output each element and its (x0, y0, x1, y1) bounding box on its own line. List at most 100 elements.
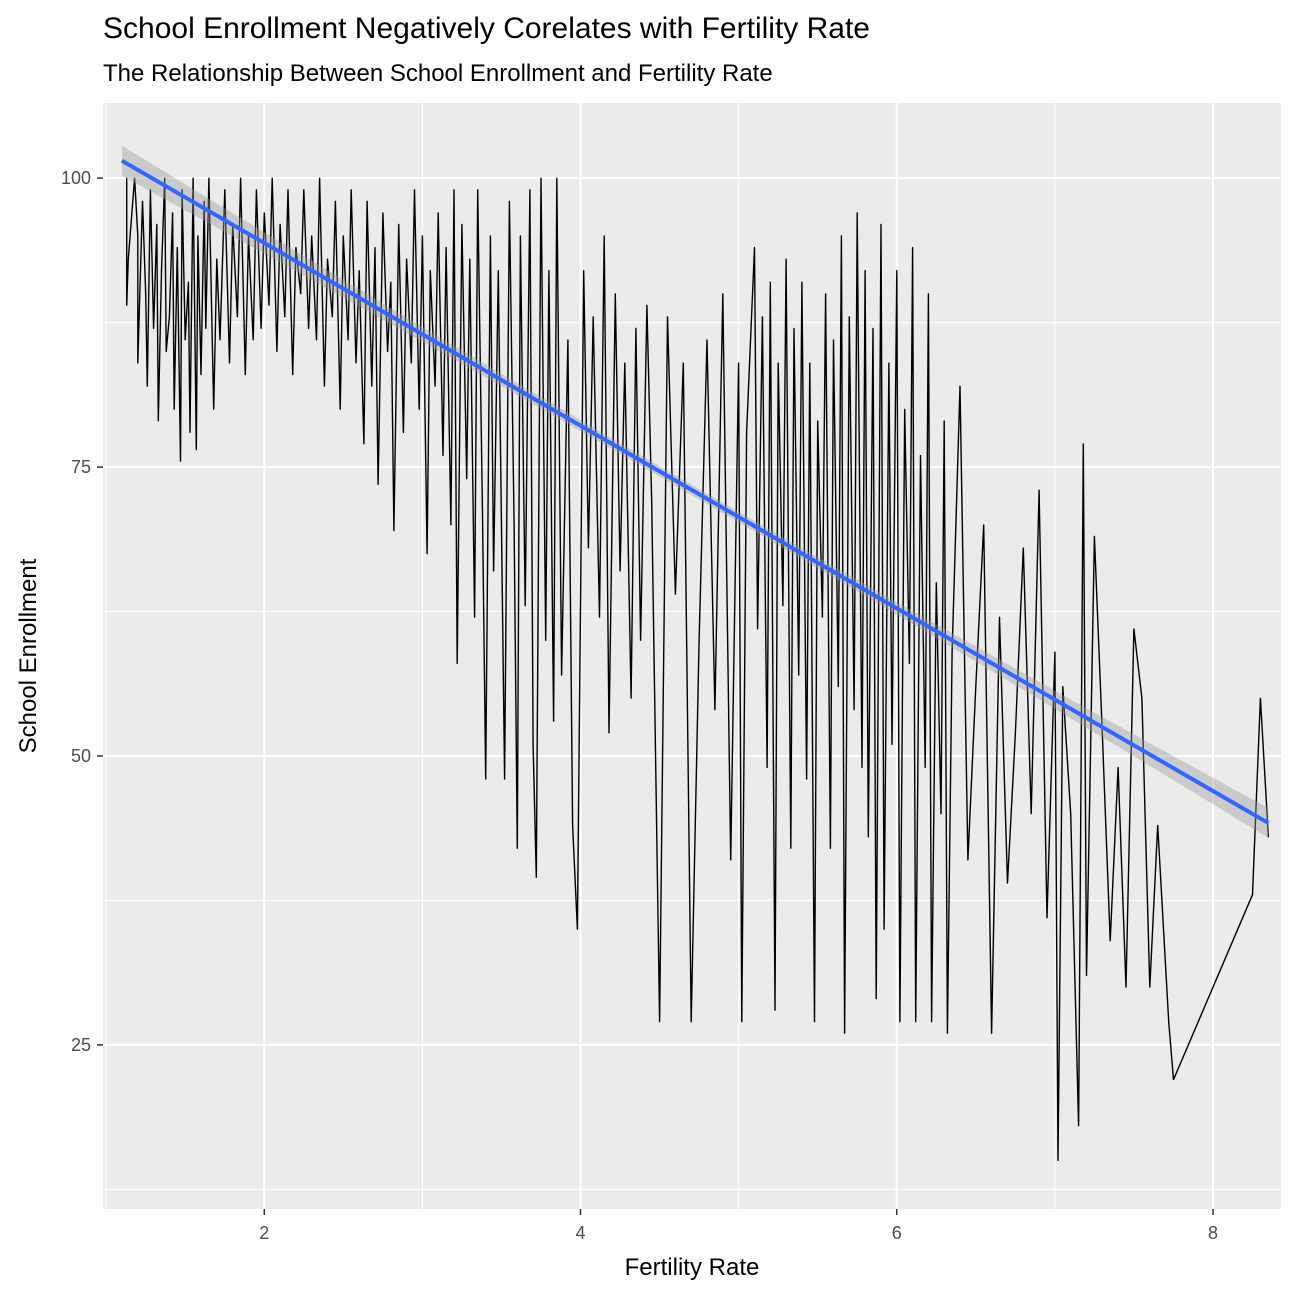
data-point (975, 686, 977, 688)
x-axis-title: Fertility Rate (625, 1254, 760, 1281)
data-point (176, 246, 178, 249)
data-point (271, 177, 273, 179)
data-point (152, 327, 155, 329)
axis-ticks: 2 4 6 8 25 50 75 100 (61, 168, 1218, 1243)
data-point (753, 246, 756, 249)
trend-group (120, 145, 1270, 839)
data-point (149, 189, 152, 191)
data-point (200, 373, 202, 376)
data-point (255, 189, 257, 191)
data-point (203, 200, 205, 202)
data-point (187, 281, 189, 283)
data-point (469, 258, 471, 260)
data-point (387, 350, 389, 353)
data-point (461, 223, 463, 225)
data-point (915, 1021, 917, 1023)
data-point (666, 316, 669, 318)
grid-lines (103, 103, 1281, 1209)
data-point (216, 258, 218, 260)
y-tick-label: 100 (61, 168, 91, 188)
data-point (880, 223, 882, 225)
data-point (698, 639, 700, 641)
data-point (730, 859, 732, 861)
data-point (635, 327, 637, 329)
data-point (279, 223, 281, 225)
data-point (363, 443, 365, 445)
data-point (1117, 766, 1119, 769)
data-point (156, 223, 158, 225)
data-point (1168, 1021, 1170, 1023)
data-point (295, 246, 297, 249)
data-point (904, 408, 906, 410)
data-point (331, 316, 333, 318)
data-point (513, 524, 515, 526)
data-point (205, 327, 207, 329)
data-point (268, 304, 270, 306)
data-point (307, 327, 310, 329)
data-point (1006, 882, 1009, 884)
data-point (189, 431, 191, 433)
data-point (300, 293, 302, 295)
data-point (393, 530, 395, 532)
data-point (252, 339, 254, 341)
x-tick-label: 2 (259, 1223, 269, 1243)
data-point (445, 246, 447, 249)
chart-subtitle: The Relationship Between School Enrollme… (103, 60, 773, 87)
data-point (1125, 986, 1127, 988)
data-point (856, 212, 858, 214)
data-point (508, 200, 510, 202)
x-tick-label: 6 (892, 1223, 902, 1243)
data-point (492, 570, 495, 572)
data-point (651, 501, 653, 503)
data-point (382, 212, 384, 214)
data-point (350, 189, 352, 191)
data-point (927, 293, 929, 295)
data-point (946, 1032, 948, 1034)
data-point (998, 616, 1001, 618)
data-point (640, 639, 642, 641)
trend-line (120, 159, 1270, 825)
data-point (553, 720, 555, 722)
data-point (867, 836, 869, 838)
plot-panel (103, 103, 1281, 1209)
data-point (556, 177, 558, 179)
data-point (769, 281, 771, 283)
data-point (1109, 940, 1111, 942)
data-point (837, 686, 839, 688)
data-point (442, 454, 444, 457)
data-point (347, 339, 349, 341)
data-point (583, 269, 585, 272)
data-point (126, 304, 128, 306)
data-point (883, 928, 885, 930)
data-point (371, 385, 373, 387)
data-point (1259, 697, 1262, 699)
data-point (1070, 813, 1072, 815)
data-point (777, 362, 779, 364)
data-point (1014, 732, 1016, 734)
data-point (418, 408, 420, 410)
data-point (358, 269, 360, 272)
y-tick-label: 75 (71, 457, 91, 477)
data-point (619, 570, 621, 572)
data-point (390, 281, 392, 283)
data-point (813, 1021, 816, 1023)
data-point (315, 339, 318, 341)
data-point (757, 628, 759, 630)
data-point (576, 928, 578, 930)
data-point (1057, 1159, 1059, 1162)
data-point (456, 662, 458, 665)
data-point (184, 339, 186, 341)
data-point (146, 385, 148, 387)
data-point (809, 362, 811, 364)
data-point (761, 316, 763, 318)
data-point (473, 616, 476, 618)
data-point (450, 524, 452, 526)
data-point (864, 269, 866, 272)
data-point (405, 258, 408, 260)
data-point (339, 408, 341, 410)
data-point (714, 709, 716, 711)
data-point (529, 189, 531, 191)
data-point (832, 339, 835, 341)
data-point (303, 189, 305, 191)
